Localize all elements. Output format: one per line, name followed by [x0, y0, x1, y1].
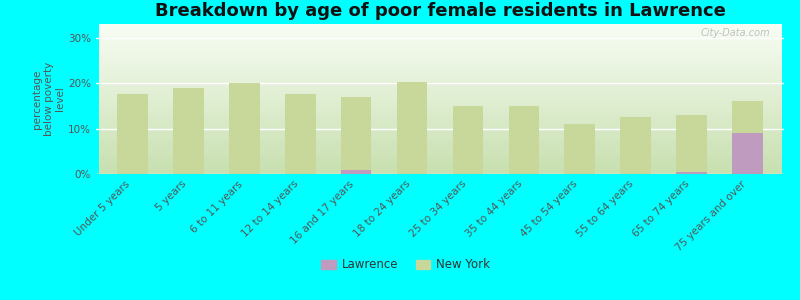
Bar — [341, 170, 371, 174]
Bar — [173, 88, 204, 174]
Bar — [676, 172, 707, 174]
Bar — [397, 82, 427, 174]
Bar — [732, 133, 763, 174]
Text: City-Data.com: City-Data.com — [701, 28, 770, 38]
Bar — [509, 106, 539, 174]
Bar — [732, 101, 763, 174]
Bar — [229, 83, 260, 174]
Bar — [285, 94, 315, 174]
Legend: Lawrence, New York: Lawrence, New York — [317, 254, 494, 276]
Title: Breakdown by age of poor female residents in Lawrence: Breakdown by age of poor female resident… — [154, 2, 726, 20]
Bar — [676, 115, 707, 174]
Bar — [565, 124, 595, 174]
Bar — [341, 97, 371, 174]
Y-axis label: percentage
below poverty
level: percentage below poverty level — [32, 62, 66, 136]
Bar — [620, 117, 651, 174]
Bar — [117, 94, 148, 174]
Bar — [453, 106, 483, 174]
